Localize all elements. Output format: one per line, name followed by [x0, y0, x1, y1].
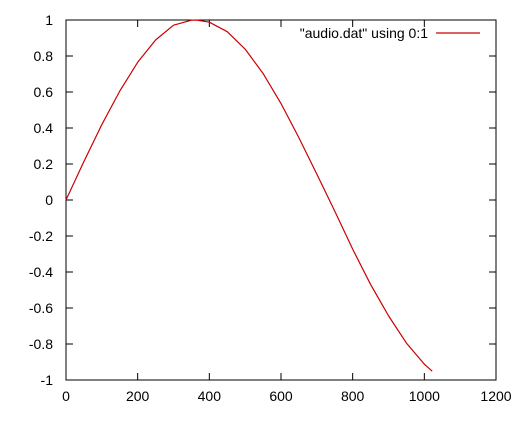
- y-tick-label: -1: [41, 372, 54, 388]
- y-tick-label: -0.8: [29, 336, 53, 352]
- y-tick-label: 0.8: [34, 48, 54, 64]
- y-tick-label: 0.2: [34, 156, 54, 172]
- y-tick-label: -0.4: [29, 264, 53, 280]
- x-tick-label: 600: [269, 388, 293, 404]
- y-tick-label: 0: [45, 192, 53, 208]
- series-line: [65, 19, 433, 372]
- x-tick-label: 1000: [409, 388, 440, 404]
- legend-label: "audio.dat" using 0:1: [300, 25, 428, 41]
- axis-ticks: -1 -0.8 -0.6 -0.4 -0.2 0 0.2 0.4 0.6 0.8 1 0 200 400 6…: [29, 12, 512, 404]
- series-layer: [65, 19, 433, 372]
- y-tick-label: -0.2: [29, 228, 53, 244]
- y-tick-label: 0.4: [34, 120, 54, 136]
- y-tick-label: 1: [45, 12, 53, 28]
- y-tick-label: -0.6: [29, 300, 53, 316]
- x-tick-label: 200: [126, 388, 150, 404]
- x-tick-label: 800: [341, 388, 365, 404]
- x-tick-label: 400: [198, 388, 222, 404]
- y-tick-label: 0.6: [34, 84, 54, 100]
- x-tick-label: 0: [62, 388, 70, 404]
- x-tick-label: 1200: [480, 388, 511, 404]
- legend: "audio.dat" using 0:1: [300, 25, 480, 41]
